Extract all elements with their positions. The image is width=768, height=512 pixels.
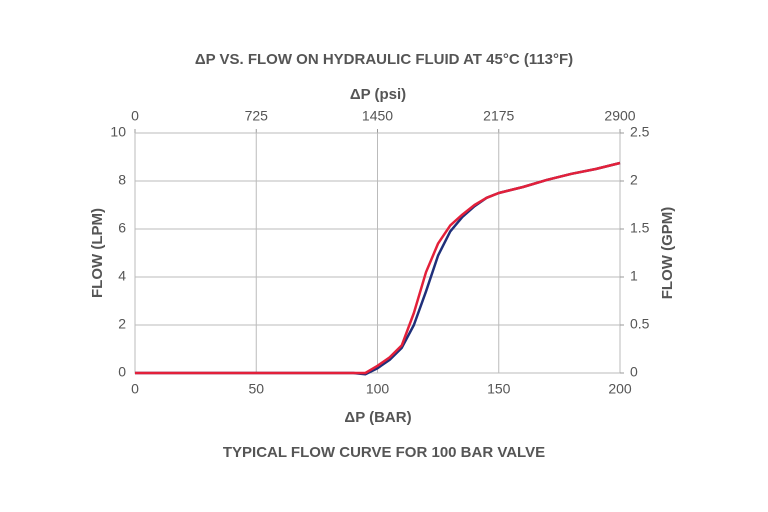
x-tick-label: 150 <box>487 381 511 397</box>
y-tick-label: 6 <box>118 220 126 236</box>
x2-tick-label: 725 <box>245 108 269 124</box>
y2-axis-label: FLOW (GPM) <box>659 207 676 299</box>
x2-tick-label: 1450 <box>362 108 393 124</box>
y-tick-label: 2 <box>118 316 126 332</box>
chart-title: ΔP VS. FLOW ON HYDRAULIC FLUID AT 45°C (… <box>195 51 573 68</box>
x-tick-label: 0 <box>131 381 139 397</box>
flow-curve <box>135 161 621 375</box>
x2-tick-label: 0 <box>131 108 139 124</box>
y2-tick-label: 0.5 <box>630 316 650 332</box>
y2-tick-label: 1 <box>630 268 638 284</box>
x-axis-label: ΔP (BAR) <box>344 409 411 426</box>
x-tick-label: 100 <box>366 381 390 397</box>
x-tick-label: 50 <box>248 381 264 397</box>
y-tick-label: 0 <box>118 364 126 380</box>
y-tick-label: 4 <box>118 268 126 284</box>
y-axis-label: FLOW (LPM) <box>89 208 106 298</box>
caption: TYPICAL FLOW CURVE FOR 100 BAR VALVE <box>223 444 545 461</box>
x2-tick-label: 2175 <box>483 108 514 124</box>
y-tick-label: 8 <box>118 172 126 188</box>
x2-tick-label: 2900 <box>604 108 635 124</box>
x-tick-label: 200 <box>608 381 632 397</box>
y2-tick-label: 1.5 <box>630 220 650 236</box>
y2-tick-label: 2.5 <box>630 124 650 140</box>
y2-tick-label: 2 <box>630 172 638 188</box>
y2-tick-label: 0 <box>630 364 638 380</box>
y-tick-label: 10 <box>110 124 126 140</box>
x2-axis-label: ΔP (psi) <box>350 86 406 103</box>
